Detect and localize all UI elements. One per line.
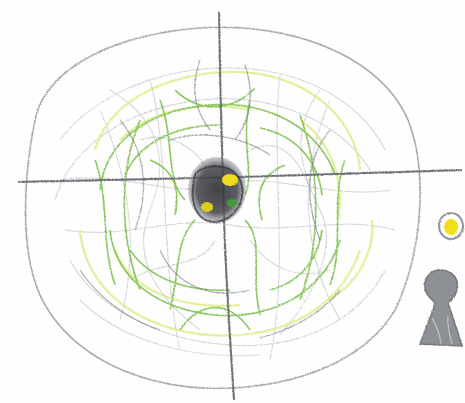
outer-circle xyxy=(24,26,421,390)
dark-center-spot xyxy=(188,157,246,224)
gray-swirl-strokes xyxy=(79,59,341,339)
gray-keyhole-figure xyxy=(418,269,464,347)
green-scribble-web xyxy=(94,87,346,331)
small-yellow-dot-icon xyxy=(438,212,464,240)
yellow-green-rings xyxy=(78,70,374,337)
